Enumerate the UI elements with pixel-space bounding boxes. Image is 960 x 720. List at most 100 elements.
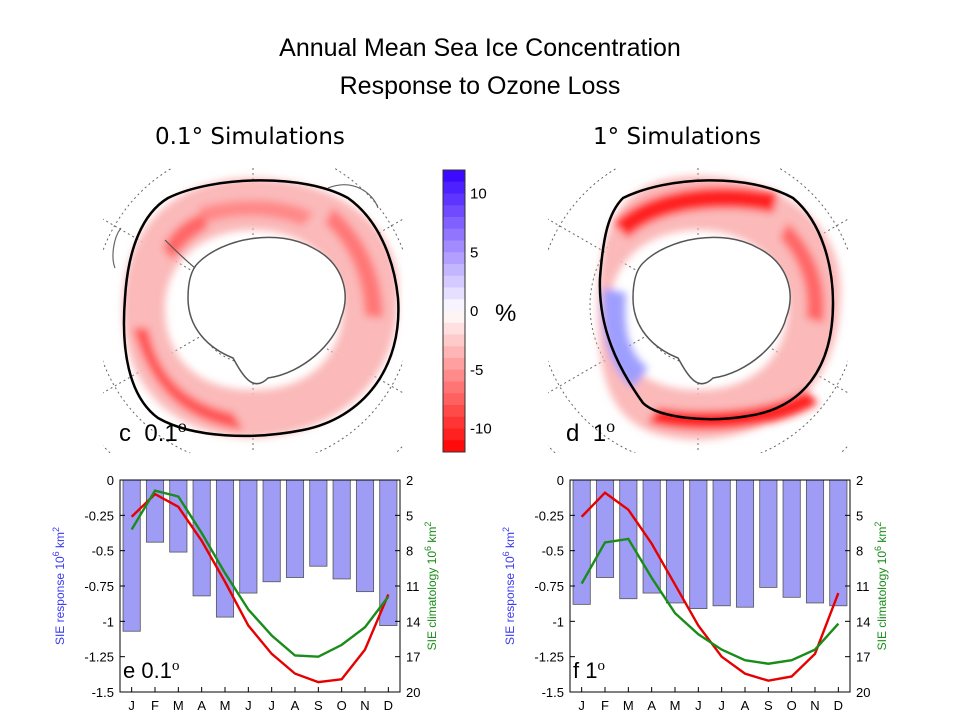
x-tick-label: M <box>173 698 184 713</box>
left-tick-label: -1.25 <box>84 650 114 665</box>
right-tick-label: 2 <box>406 473 413 488</box>
left-subtitle: 0.1° Simulations <box>155 124 345 150</box>
colorbar-segment <box>443 193 465 206</box>
left-tick-label: -0.75 <box>84 579 114 594</box>
colorbar-segment <box>443 346 465 359</box>
left-axis-label: SIE response 106 km2 <box>501 527 517 645</box>
bar <box>805 479 825 604</box>
x-tick-label: N <box>810 698 819 713</box>
x-tick-label: J <box>718 698 725 713</box>
right-tick-label: 11 <box>856 579 870 594</box>
right-tick-label: 8 <box>406 544 413 559</box>
colorbar-segment <box>443 275 465 288</box>
x-tick-label: F <box>151 698 159 713</box>
antarctica-outline <box>187 236 346 385</box>
bar <box>735 479 755 608</box>
colorbar-segment <box>443 217 465 230</box>
bar <box>782 479 801 598</box>
left-tick-label: 0 <box>107 473 114 488</box>
bar <box>829 479 848 607</box>
x-tick-label: J <box>695 698 702 713</box>
right-tick-label: 5 <box>406 508 413 523</box>
right-subtitle: 1° Simulations <box>593 124 761 150</box>
right-tick-label: 14 <box>856 614 870 629</box>
map-label-d: d 1o <box>566 416 616 447</box>
bar <box>689 479 708 610</box>
right-axis-label: SIE climatology 106 km2 <box>423 522 439 651</box>
x-tick-label: O <box>337 698 347 713</box>
left-tick-label: 0 <box>557 473 564 488</box>
colorbar-tick-label: 0 <box>470 303 478 320</box>
colorbar: 10 5 0 -5 -10 <box>442 169 492 453</box>
antarctica-outline <box>632 236 791 385</box>
bar <box>122 479 141 632</box>
left-tick-label: -1 <box>552 614 564 629</box>
bar <box>192 479 211 597</box>
left-axis-label: SIE response 106 km2 <box>51 527 67 645</box>
chart-title-line2: Response to Ozone Loss <box>339 72 621 100</box>
x-tick-label: J <box>268 698 275 713</box>
right-tick-label: 11 <box>406 579 420 594</box>
bar <box>309 479 328 567</box>
map-label-c: c 0.1o <box>119 416 187 447</box>
x-tick-label: N <box>360 698 369 713</box>
colorbar-segment <box>443 369 465 382</box>
bar <box>332 479 351 580</box>
colorbar-frame <box>442 169 466 453</box>
left-tick-label: -0.5 <box>92 544 114 559</box>
climatology-line <box>580 537 840 665</box>
map-d-svg <box>548 168 848 453</box>
right-tick-label: 20 <box>856 685 870 700</box>
x-tick-label: M <box>220 698 231 713</box>
bar <box>572 479 591 605</box>
x-tick-label: S <box>314 698 323 713</box>
colorbar-segment <box>443 405 465 418</box>
bar <box>355 479 375 593</box>
colorbar-segment <box>443 181 465 194</box>
colorbar-segment <box>443 264 465 277</box>
bar <box>215 479 235 618</box>
colorbar-segment <box>443 299 465 312</box>
panel-label: e 0.1o <box>123 658 179 683</box>
right-tick-label: 14 <box>406 614 420 629</box>
left-tick-label: -0.25 <box>84 508 114 523</box>
colorbar-segment <box>443 170 465 183</box>
map-c-svg <box>103 168 403 453</box>
colorbar-segment <box>443 334 465 347</box>
right-tick-label: 5 <box>856 508 863 523</box>
colorbar-segment <box>443 311 465 324</box>
x-tick-label: A <box>291 698 300 713</box>
right-tick-label: 2 <box>856 473 863 488</box>
x-tick-label: D <box>834 698 843 713</box>
colorbar-segment <box>443 205 465 218</box>
colorbar-segment <box>443 440 465 453</box>
concentration-field <box>123 178 399 438</box>
left-tick-label: -1.5 <box>542 685 564 700</box>
x-tick-label: J <box>578 698 585 713</box>
left-tick-label: -1 <box>102 614 114 629</box>
left-tick-label: -0.5 <box>542 544 564 559</box>
right-tick-label: 17 <box>856 650 870 665</box>
x-tick-label: J <box>128 698 135 713</box>
x-tick-label: A <box>197 698 206 713</box>
left-tick-label: -0.25 <box>534 508 564 523</box>
bar <box>712 479 731 607</box>
right-tick-label: 17 <box>406 650 420 665</box>
left-tick-label: -0.75 <box>534 579 564 594</box>
concentration-field <box>598 176 841 440</box>
x-tick-label: M <box>623 698 634 713</box>
colorbar-segment <box>443 287 465 300</box>
ice-edge-line <box>598 179 835 421</box>
map-panel-d: d 1o <box>548 168 848 453</box>
right-axis-label: SIE climatology 106 km2 <box>873 522 889 651</box>
colorbar-segment <box>443 322 465 335</box>
colorbar-unit: % <box>495 300 517 327</box>
colorbar-segment <box>443 358 465 371</box>
ice-edge-line <box>122 179 400 438</box>
bar <box>145 479 165 543</box>
colorbar-segment <box>443 393 465 406</box>
x-tick-label: O <box>787 698 797 713</box>
chart-title-line1: Annual Mean Sea Ice Concentration <box>279 34 681 62</box>
bar <box>759 479 778 588</box>
